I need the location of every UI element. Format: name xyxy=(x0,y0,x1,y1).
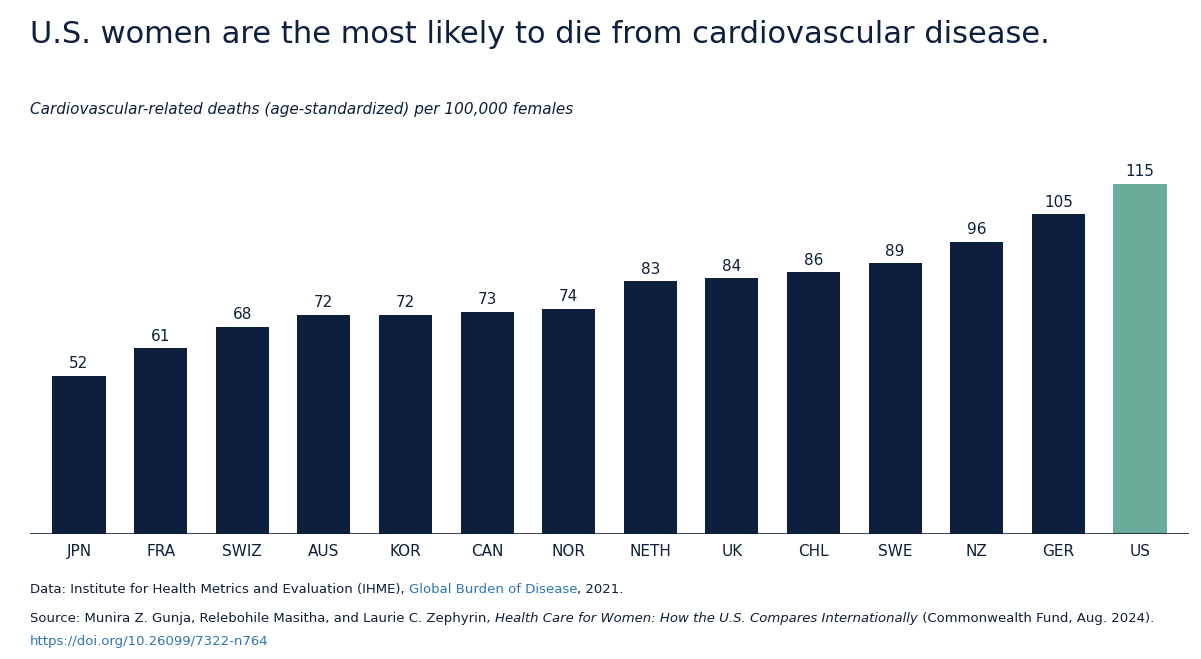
Text: Global Burden of Disease: Global Burden of Disease xyxy=(408,583,578,596)
Text: Data: Institute for Health Metrics and Evaluation (IHME),: Data: Institute for Health Metrics and E… xyxy=(30,583,408,596)
Text: U.S. women are the most likely to die from cardiovascular disease.: U.S. women are the most likely to die fr… xyxy=(30,20,1050,49)
Text: 83: 83 xyxy=(640,262,661,277)
Text: 89: 89 xyxy=(885,244,904,258)
Text: 72: 72 xyxy=(315,295,334,310)
Text: , 2021.: , 2021. xyxy=(578,583,623,596)
Text: 74: 74 xyxy=(560,289,579,304)
Bar xyxy=(1032,214,1085,534)
Text: 61: 61 xyxy=(151,329,171,344)
Bar xyxy=(460,312,514,534)
Text: 72: 72 xyxy=(396,295,416,310)
Bar xyxy=(787,272,839,534)
Text: 105: 105 xyxy=(1044,195,1072,210)
Bar xyxy=(135,348,187,534)
Bar xyxy=(1113,184,1166,534)
Text: 73: 73 xyxy=(477,292,497,307)
Bar xyxy=(623,281,677,534)
Text: 68: 68 xyxy=(233,307,252,322)
Text: 115: 115 xyxy=(1125,165,1154,179)
Bar xyxy=(298,315,351,534)
Text: 84: 84 xyxy=(722,259,741,273)
Text: 96: 96 xyxy=(967,222,986,237)
Text: Cardiovascular-related deaths (age-standardized) per 100,000 females: Cardiovascular-related deaths (age-stand… xyxy=(30,102,573,117)
Text: 86: 86 xyxy=(803,252,823,268)
Bar xyxy=(542,308,596,534)
Text: (Commonwealth Fund, Aug. 2024).: (Commonwealth Fund, Aug. 2024). xyxy=(918,612,1154,625)
Bar xyxy=(380,315,432,534)
Text: https://doi.org/10.26099/7322-n764: https://doi.org/10.26099/7322-n764 xyxy=(30,635,269,648)
Bar xyxy=(216,327,269,534)
Text: 52: 52 xyxy=(70,356,89,371)
Bar xyxy=(950,242,1003,534)
Text: Source: Munira Z. Gunja, Relebohile Masitha, and Laurie C. Zephyrin,: Source: Munira Z. Gunja, Relebohile Masi… xyxy=(30,612,495,625)
Text: Health Care for Women: How the U.S. Compares Internationally: Health Care for Women: How the U.S. Comp… xyxy=(495,612,918,625)
Bar xyxy=(868,263,921,534)
Bar xyxy=(705,278,759,534)
Bar xyxy=(53,376,106,534)
